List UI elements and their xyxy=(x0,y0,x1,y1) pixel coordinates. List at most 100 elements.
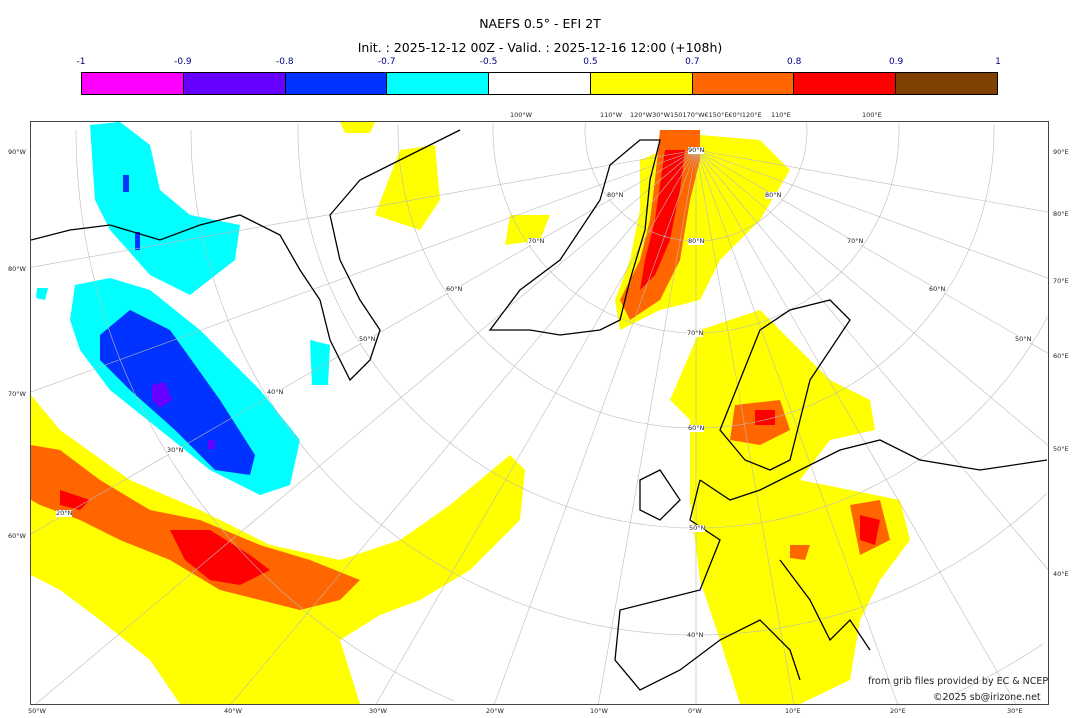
blue-region xyxy=(100,310,255,475)
colorbar-tick-label: -0.9 xyxy=(174,57,192,67)
colorbar-tick-label: 0.7 xyxy=(685,57,700,67)
colorbar-segment xyxy=(387,73,490,94)
bottom-axis-label: 40°W xyxy=(224,707,242,715)
colorbar-segment xyxy=(489,73,591,94)
credit-copyright: ©2025 sb@irizone.net xyxy=(933,692,1041,703)
meridian-line xyxy=(695,149,1017,704)
interior-axis-label: 90°N xyxy=(688,146,705,154)
top-axis-label: 110°W xyxy=(600,111,623,119)
map-plot-area xyxy=(30,121,1049,705)
left-axis-label: 70°W xyxy=(8,390,26,398)
interior-axis-label: 50°N xyxy=(359,335,376,343)
colorbar-tick-label: -1 xyxy=(76,57,86,67)
interior-axis-label: 50°N xyxy=(1015,335,1032,343)
colorbar-segment xyxy=(794,73,897,94)
colorbar-tick-label: 0.9 xyxy=(888,57,904,67)
interior-axis-label: 70°N xyxy=(528,237,545,245)
meridian-line xyxy=(695,149,898,704)
colorbar-tick-label: 0.5 xyxy=(583,57,598,67)
left-axis-label: 80°W xyxy=(8,265,26,273)
interior-axis-label: 80°N xyxy=(607,191,624,199)
coastlines xyxy=(31,129,1048,691)
bottom-axis-label: 10°W xyxy=(590,707,608,715)
interior-axis-label: 50°N xyxy=(689,524,706,532)
interior-axis-label: 60°N xyxy=(688,424,705,432)
coast-scandinavia xyxy=(719,299,851,471)
meridian-line xyxy=(31,149,697,268)
left-axis-label: 90°W xyxy=(8,148,26,156)
graticule xyxy=(31,122,1048,704)
coast-greenland xyxy=(488,139,661,336)
interior-axis-label: 70°N xyxy=(687,329,704,337)
bottom-axis-label: 30°E xyxy=(1007,707,1023,715)
latitude-circle xyxy=(75,129,1043,701)
meridian-line xyxy=(598,149,697,704)
right-axis-label: 50°E xyxy=(1053,445,1069,453)
colorbar-segment xyxy=(285,73,388,94)
latitude-circle xyxy=(397,124,995,429)
interior-axis-label: 40°N xyxy=(267,388,284,396)
yellow-region-atlantic xyxy=(31,395,525,704)
meridian-line xyxy=(695,149,1048,446)
meridian-line xyxy=(230,149,697,704)
colorbar xyxy=(81,72,998,95)
bottom-axis-label: 20°W xyxy=(486,707,504,715)
interior-axis-label: 40°N xyxy=(687,631,704,639)
right-axis-label: 40°E xyxy=(1053,570,1069,578)
colorbar-tick-label: 1 xyxy=(995,57,1001,67)
map-title: NAEFS 0.5° - EFI 2T xyxy=(479,16,601,31)
right-axis-label: 70°E xyxy=(1053,277,1069,285)
colorbar-segment xyxy=(896,73,998,94)
latitude-circle xyxy=(190,129,1048,636)
interior-axis-label: 30°N xyxy=(167,446,184,454)
colorbar-segment xyxy=(183,73,286,94)
colorbar-tick-label: 0.8 xyxy=(787,57,802,67)
credit-source: from grib files provided by EC & NCEP xyxy=(868,676,1049,687)
meridian-line xyxy=(695,149,1048,279)
orange-region-atlantic xyxy=(31,445,360,610)
top-axis-label: 100°W xyxy=(510,111,533,119)
orange-region-scandinavia xyxy=(730,400,890,560)
interior-axis-label: 60°N xyxy=(929,285,946,293)
left-axis-label: 60°W xyxy=(8,532,26,540)
colorbar-tick-label: -0.7 xyxy=(377,57,396,67)
latitude-circle xyxy=(297,123,1048,529)
top-axis-label: 110°E xyxy=(771,111,791,119)
coast-canada xyxy=(31,129,461,382)
right-axis-label: 60°E xyxy=(1053,352,1069,360)
meridian-line xyxy=(375,149,697,704)
interior-axis-label: 20°N xyxy=(56,509,73,517)
colorbar-segment xyxy=(82,73,184,94)
coast-europe xyxy=(614,439,1048,691)
latitude-circle xyxy=(584,122,808,242)
red-region-atlantic xyxy=(60,490,270,585)
red-region-scandinavia xyxy=(755,410,880,545)
yellow-region-europe xyxy=(670,310,910,704)
colorbar-segment xyxy=(692,73,795,94)
colorbar-tick-label: -0.5 xyxy=(479,57,498,67)
bottom-axis-label: 30°W xyxy=(369,707,387,715)
meridian-line xyxy=(695,149,1048,354)
meridian-line xyxy=(494,149,697,704)
bottom-axis-label: 20°E xyxy=(890,707,906,715)
cyan-region-labrador xyxy=(90,122,240,295)
colorbar-tick-label: -0.8 xyxy=(275,57,294,67)
interior-axis-label: 80°N xyxy=(688,237,705,245)
right-axis-label: 90°E xyxy=(1053,148,1069,156)
interior-axis-label: 70°N xyxy=(847,237,864,245)
top-axis-label: 120°W30°W150170°W€150°E€0°I120°E xyxy=(630,111,762,119)
interior-axis-label: 80°N xyxy=(765,191,782,199)
bottom-axis-label: 0°W xyxy=(688,707,702,715)
meridian-line xyxy=(35,149,697,704)
red-region-greenland xyxy=(640,150,685,290)
bottom-axis-label: 10°E xyxy=(785,707,801,715)
interior-axis-label: 60°N xyxy=(446,285,463,293)
map-subtitle: Init. : 2025-12-12 00Z - Valid. : 2025-1… xyxy=(357,40,723,55)
right-axis-label: 80°E xyxy=(1053,210,1069,218)
meridian-line xyxy=(695,149,1048,213)
latitude-circle xyxy=(492,122,900,334)
colorbar-segment xyxy=(590,73,693,94)
bottom-axis-label: 50°W xyxy=(28,707,46,715)
meridian-line xyxy=(31,149,697,393)
